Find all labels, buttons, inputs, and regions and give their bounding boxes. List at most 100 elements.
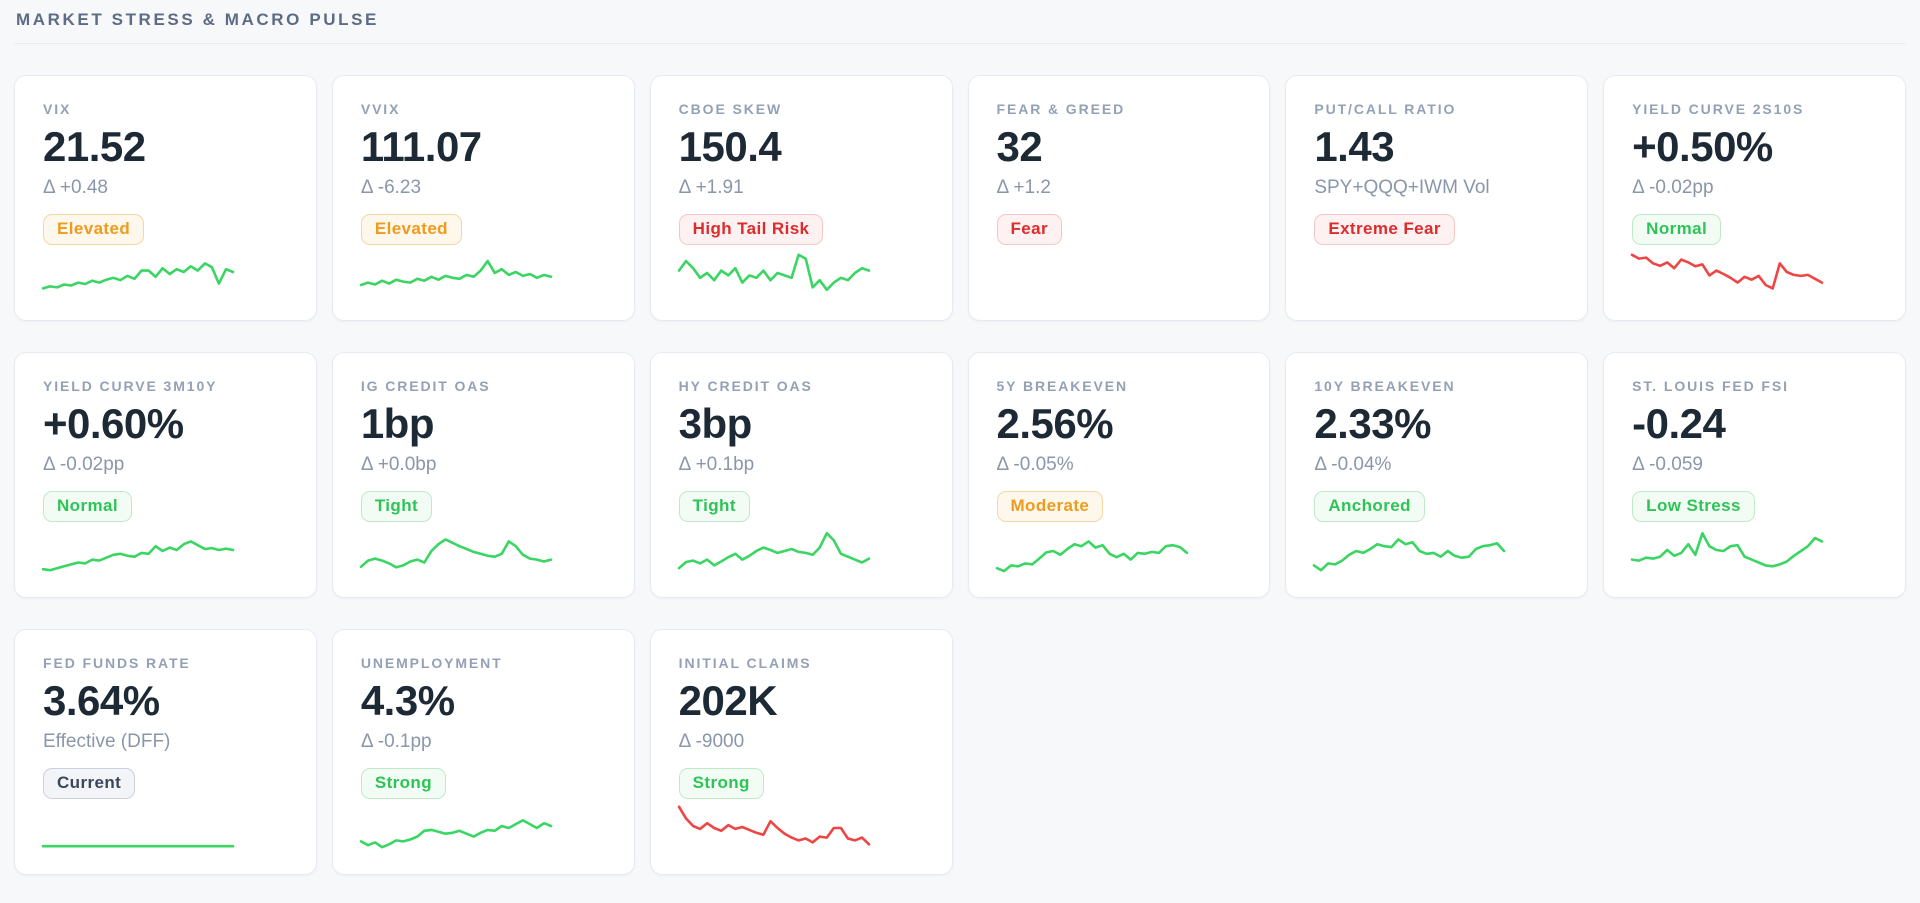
sparkline (677, 799, 924, 855)
sparkline-chart (1630, 253, 1824, 290)
status-badge: Normal (1632, 214, 1722, 246)
metric-subtext: Δ +0.1bp (678, 454, 755, 476)
metric-subtext: Δ -0.1pp (360, 731, 432, 753)
badge-row: Strong (678, 768, 924, 800)
metric-title: FED FUNDS RATE (43, 655, 191, 671)
metric-title: CBOE SKEW (678, 101, 783, 117)
sparkline (41, 245, 288, 301)
metric-card-10y-breakeven: 10Y BREAKEVEN 2.33% Δ -0.04% Anchored (1285, 352, 1589, 598)
metric-card-ig-credit-oas: IG CREDIT OAS 1bp Δ +0.0bp Tight (331, 352, 635, 598)
badge-row: Anchored (1314, 491, 1559, 523)
metric-card-put-call-ratio: PUT/CALL RATIO 1.43 SPY+QQQ+IWM Vol Extr… (1285, 75, 1589, 321)
metrics-grid: VIX 21.52 Δ +0.48 Elevated VVIX 111.07 Δ… (14, 75, 1906, 875)
status-badge: Strong (360, 768, 446, 800)
metric-value: 150.4 (678, 123, 782, 170)
sparkline-path (359, 819, 553, 849)
metric-subtext: SPY+QQQ+IWM Vol (1314, 177, 1490, 199)
metric-subtext: Δ +1.2 (996, 177, 1051, 199)
sparkline (995, 522, 1242, 578)
metric-value: 32 (996, 123, 1043, 170)
badge-row: Low Stress (1632, 491, 1877, 523)
sparkline-chart (359, 538, 553, 569)
metric-title: VVIX (360, 101, 401, 117)
sparkline-path (677, 531, 870, 570)
sparkline (41, 522, 288, 578)
sparkline-path (1313, 538, 1506, 572)
section-title: MARKET STRESS & MACRO PULSE (16, 10, 379, 29)
metric-value: +0.60% (43, 400, 184, 447)
badge-row: Strong (360, 768, 606, 800)
sparkline-chart (1313, 538, 1506, 572)
metric-subtext: Effective (DFF) (43, 731, 171, 753)
metric-subtext: Δ -9000 (678, 731, 745, 753)
sparkline-chart (1630, 531, 1824, 568)
badge-row: Normal (1632, 214, 1877, 246)
badge-row: Elevated (43, 214, 288, 246)
metric-title: 5Y BREAKEVEN (996, 378, 1128, 394)
badge-row: Extreme Fear (1314, 214, 1559, 246)
section-header: MARKET STRESS & MACRO PULSE (0, 0, 1920, 30)
metric-subtext: Δ +1.91 (678, 177, 744, 199)
badge-row: Normal (43, 491, 288, 523)
sparkline-chart (41, 540, 235, 572)
badge-row: Current (43, 768, 288, 800)
status-badge: Moderate (996, 491, 1104, 523)
status-badge: Elevated (43, 214, 145, 246)
sparkline (359, 245, 606, 301)
metric-value: 111.07 (360, 123, 482, 170)
badge-row: Tight (678, 491, 924, 523)
sparkline (359, 522, 606, 578)
metric-subtext: Δ -0.05% (996, 454, 1074, 476)
metric-value: +0.50% (1632, 123, 1773, 170)
sparkline-path (359, 259, 553, 287)
status-badge: Tight (360, 491, 433, 523)
metric-value: 1bp (360, 400, 435, 447)
metric-card-5y-breakeven: 5Y BREAKEVEN 2.56% Δ -0.05% Moderate (967, 352, 1271, 598)
sparkline-chart (995, 540, 1188, 573)
status-badge: Strong (678, 768, 764, 800)
metric-subtext: Δ -0.02pp (1632, 177, 1714, 199)
metric-card-yield-curve-2s10s: YIELD CURVE 2S10S +0.50% Δ -0.02pp Norma… (1603, 75, 1906, 321)
metric-title: FEAR & GREED (996, 101, 1126, 117)
metric-title: IG CREDIT OAS (360, 378, 491, 394)
sparkline-path (41, 262, 235, 290)
status-badge: Low Stress (1632, 491, 1755, 523)
metric-value: 4.3% (360, 677, 455, 724)
metric-card-unemployment: UNEMPLOYMENT 4.3% Δ -0.1pp Strong (331, 629, 635, 875)
sparkline (1313, 522, 1559, 578)
metric-card-hy-credit-oas: HY CREDIT OAS 3bp Δ +0.1bp Tight (649, 352, 953, 598)
sparkline (1630, 522, 1877, 578)
metric-title: UNEMPLOYMENT (360, 655, 503, 671)
metric-value: 202K (678, 677, 778, 724)
metric-title: INITIAL CLAIMS (678, 655, 812, 671)
metric-card-yield-curve-3m10y: YIELD CURVE 3M10Y +0.60% Δ -0.02pp Norma… (14, 352, 317, 598)
metric-title: YIELD CURVE 3M10Y (43, 378, 218, 394)
badge-row: Fear (996, 214, 1242, 246)
badge-row: High Tail Risk (678, 214, 924, 246)
sparkline (1314, 245, 1559, 298)
status-badge: Current (43, 768, 136, 800)
metric-title: ST. LOUIS FED FSI (1632, 378, 1789, 394)
badge-row: Moderate (996, 491, 1242, 523)
status-badge: Tight (678, 491, 750, 523)
sparkline-path (359, 538, 553, 569)
sparkline-path (677, 805, 870, 846)
metric-card-vix: VIX 21.52 Δ +0.48 Elevated (14, 75, 317, 321)
badge-row: Elevated (360, 214, 606, 246)
metric-subtext: Δ +0.0bp (360, 454, 437, 476)
sparkline (677, 522, 924, 578)
metric-card-fed-funds-rate: FED FUNDS RATE 3.64% Effective (DFF) Cur… (14, 629, 317, 875)
metric-subtext: Δ -0.059 (1632, 454, 1703, 476)
metric-value: 1.43 (1314, 123, 1395, 170)
metric-title: 10Y BREAKEVEN (1314, 378, 1456, 394)
metric-card-cboe-skew: CBOE SKEW 150.4 Δ +1.91 High Tail Risk (649, 75, 953, 321)
metric-card-initial-claims: INITIAL CLAIMS 202K Δ -9000 Strong (649, 629, 953, 875)
status-badge: Normal (43, 491, 132, 523)
sparkline-path (41, 540, 235, 572)
metric-subtext: Δ -6.23 (360, 177, 422, 199)
status-badge: Elevated (360, 214, 462, 246)
sparkline (359, 799, 606, 855)
sparkline (41, 799, 288, 855)
sparkline-path (1630, 531, 1824, 568)
sparkline-path (1630, 253, 1824, 290)
